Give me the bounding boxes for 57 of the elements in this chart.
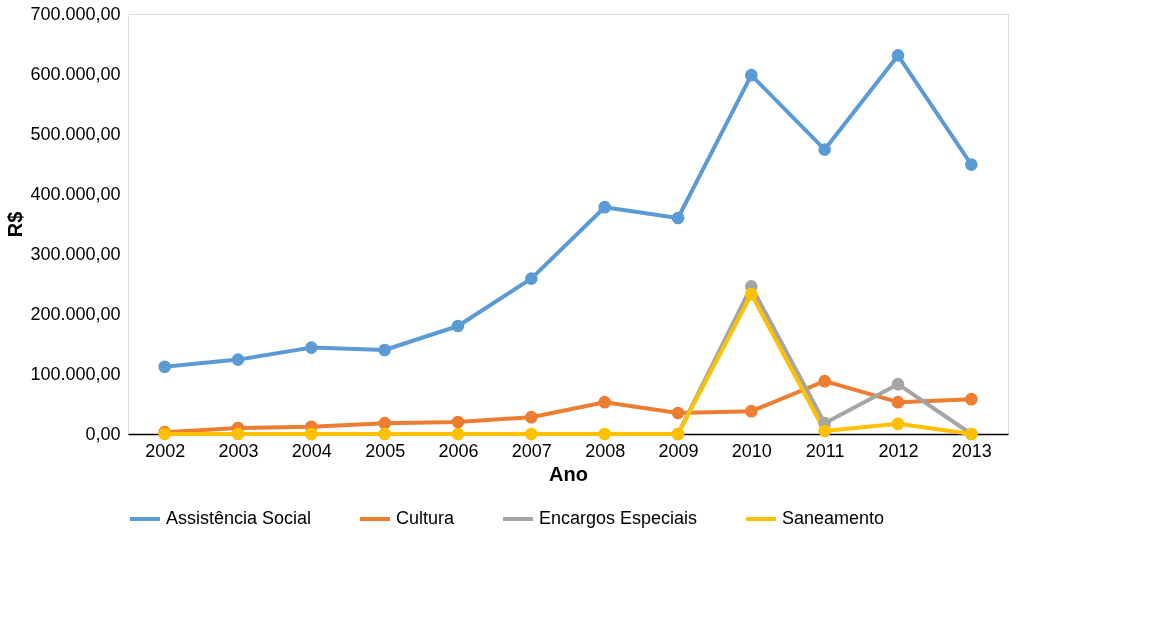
y-tick-label: 500.000,00 bbox=[30, 123, 121, 144]
point bbox=[231, 353, 245, 366]
point bbox=[305, 427, 318, 441]
x-tick-label: 2003 bbox=[218, 440, 259, 461]
point bbox=[745, 404, 758, 418]
y-axis-title: R$ bbox=[4, 211, 27, 238]
x-tick-label: 2011 bbox=[805, 440, 845, 461]
legend-label: Cultura bbox=[396, 508, 456, 528]
point bbox=[451, 427, 465, 441]
point bbox=[891, 377, 905, 391]
legend-label: Assistência Social bbox=[166, 508, 312, 528]
y-tick-label: 400.000,00 bbox=[30, 183, 121, 204]
x-tick-label: 2006 bbox=[438, 440, 479, 461]
y-tick-label: 100.000,00 bbox=[30, 363, 121, 384]
point bbox=[378, 343, 391, 357]
point bbox=[158, 360, 171, 374]
x-tick-label: 2005 bbox=[365, 440, 406, 461]
legend-label: Saneamento bbox=[782, 508, 885, 528]
point bbox=[598, 200, 611, 214]
point bbox=[598, 427, 611, 441]
point bbox=[745, 287, 758, 301]
point bbox=[305, 341, 318, 354]
point bbox=[965, 158, 978, 171]
point bbox=[525, 427, 538, 441]
y-tick-label: 200.000,00 bbox=[30, 303, 121, 324]
x-axis-title: Ano bbox=[549, 462, 588, 485]
point bbox=[451, 415, 465, 429]
x-tick-label: 2010 bbox=[731, 440, 772, 461]
point bbox=[818, 424, 831, 438]
point bbox=[598, 395, 611, 409]
point bbox=[525, 410, 538, 424]
legend-label: Encargos Especiais bbox=[539, 508, 698, 528]
x-tick-label: 2002 bbox=[145, 440, 186, 461]
point bbox=[671, 211, 685, 225]
point bbox=[525, 272, 538, 285]
y-tick-label: 300.000,00 bbox=[30, 243, 121, 264]
point bbox=[965, 392, 978, 406]
point bbox=[451, 319, 465, 333]
point bbox=[378, 416, 391, 430]
point bbox=[671, 406, 685, 420]
point bbox=[231, 427, 245, 441]
y-tick-label: 0,00 bbox=[85, 423, 121, 444]
x-tick-label: 2007 bbox=[511, 440, 552, 461]
x-tick-label: 2009 bbox=[658, 440, 699, 461]
x-tick-label: 2008 bbox=[585, 440, 626, 461]
point bbox=[891, 49, 905, 62]
y-tick-label: 600.000,00 bbox=[30, 63, 121, 84]
point bbox=[378, 427, 391, 441]
x-tick-label: 2004 bbox=[291, 440, 332, 461]
point bbox=[891, 417, 905, 431]
x-tick-label: 2013 bbox=[951, 440, 992, 461]
point bbox=[891, 395, 905, 409]
point bbox=[818, 143, 831, 156]
point bbox=[818, 374, 831, 388]
x-tick-label: 2012 bbox=[878, 440, 919, 461]
point bbox=[745, 68, 758, 82]
y-tick-label: 700.000,00 bbox=[30, 3, 121, 24]
